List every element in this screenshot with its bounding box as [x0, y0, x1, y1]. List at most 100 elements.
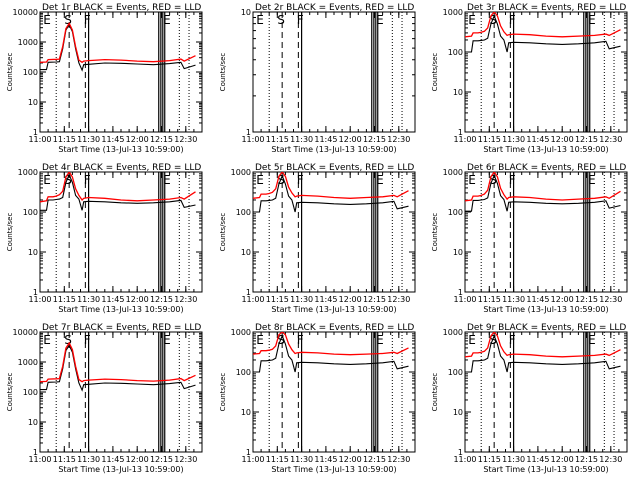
flag-label: F	[509, 173, 516, 187]
y-tick-label: 100	[236, 368, 251, 377]
flag-label: F	[297, 173, 304, 187]
x-tick-label: 11:45	[526, 295, 549, 304]
x-tick-label: 12:30	[599, 135, 622, 144]
y-tick-label: 10	[28, 248, 38, 257]
flag-label: E	[163, 333, 171, 347]
flag-label: F	[84, 173, 91, 187]
flag-label: E	[256, 333, 264, 347]
x-axis-label: Start Time (13-Jul-13 10:59:00)	[58, 145, 183, 154]
x-tick-label: 11:30	[77, 135, 100, 144]
y-tick-label: 1	[246, 128, 251, 137]
y-tick-label: 1	[458, 128, 463, 137]
detector-panel-1: Det 1r BLACK = Events, RED = LLD 1 10 100 10…	[6, 3, 203, 154]
x-tick-label: 11:00	[453, 455, 476, 464]
x-tick-label: 12:00	[126, 295, 149, 304]
x-tick-label: 11:00	[453, 295, 476, 304]
detector-panel-9: Det 9r BLACK = Events, RED = LLD 1 10 100 10…	[431, 323, 628, 474]
x-tick-label: 12:15	[575, 455, 598, 464]
y-axis-ticks: 1 10 100 1000	[443, 168, 627, 297]
series-line-lld	[40, 341, 196, 383]
x-axis-ticks: 11:00 11:15 11:30 11:45 12:00 12:15 12:30	[241, 172, 410, 304]
y-axis-label: Counts/sec	[6, 373, 14, 412]
y-tick-label: 10	[453, 88, 463, 97]
x-tick-label: 11:45	[314, 455, 337, 464]
y-tick-label: 100	[448, 368, 463, 377]
y-tick-label: 1	[33, 128, 38, 137]
flag-label: E	[588, 173, 596, 187]
y-axis-label: Counts/sec	[431, 373, 439, 412]
panel-title: Det 6r BLACK = Events, RED = LLD	[467, 163, 626, 173]
x-axis-ticks: 11:00 11:15 11:30 11:45 12:00 12:15 12:30	[28, 12, 197, 144]
y-axis-label: Counts/sec	[6, 53, 14, 92]
y-tick-label: 1000	[443, 168, 463, 177]
flag-label: E	[256, 13, 264, 27]
panel-title: Det 8r BLACK = Events, RED = LLD	[255, 323, 414, 333]
y-tick-label: 1000	[231, 168, 251, 177]
series-line-lld	[465, 332, 621, 358]
y-axis-ticks: 1 10 100 1000	[231, 328, 415, 457]
y-tick-label: 100	[448, 48, 463, 57]
y-axis-ticks: 1 10	[241, 8, 415, 137]
x-tick-label: 11:00	[28, 135, 51, 144]
detector-panel-3: Det 3r BLACK = Events, RED = LLD 1 10 100 10…	[431, 3, 628, 154]
series-line-events	[40, 344, 196, 392]
x-tick-label: 12:30	[599, 455, 622, 464]
panel-title: Det 3r BLACK = Events, RED = LLD	[467, 3, 626, 13]
y-tick-label: 1000	[18, 358, 38, 367]
panel-title: Det 2r BLACK = Events, RED = LLD	[255, 3, 414, 13]
flag-label: E	[376, 13, 384, 27]
y-tick-label: 100	[23, 68, 38, 77]
y-tick-label: 10	[453, 408, 463, 417]
series-line-lld	[253, 172, 409, 199]
x-tick-label: 11:15	[53, 455, 76, 464]
series-line-lld	[465, 172, 621, 202]
x-axis-ticks: 11:00 11:15 11:30 11:45 12:00 12:15 12:30	[241, 332, 410, 464]
x-tick-label: 12:00	[339, 455, 362, 464]
x-tick-label: 11:15	[266, 135, 289, 144]
x-tick-label: 11:30	[502, 295, 525, 304]
y-tick-label: 1	[33, 288, 38, 297]
y-axis-ticks: 1 10 100 1000	[231, 168, 415, 297]
x-axis-ticks: 11:00 11:15 11:30 11:45 12:00 12:15 12:30	[453, 172, 622, 304]
flag-label: F	[297, 333, 304, 347]
series-line-events	[40, 23, 196, 72]
y-axis-ticks: 1 10 100 1000	[18, 168, 202, 297]
x-tick-label: 11:15	[266, 295, 289, 304]
series-line-events	[465, 14, 621, 53]
x-tick-label: 11:30	[77, 295, 100, 304]
flag-label: F	[84, 13, 91, 27]
x-tick-label: 12:00	[126, 455, 149, 464]
y-axis-label: Counts/sec	[431, 213, 439, 252]
y-tick-label: 10000	[13, 8, 38, 17]
series-line-events	[40, 173, 196, 211]
y-axis-label: Counts/sec	[6, 213, 14, 252]
panel-title: Det 4r BLACK = Events, RED = LLD	[42, 163, 201, 173]
y-axis-label: Counts/sec	[219, 213, 227, 252]
y-axis-ticks: 1 10 100 1000	[443, 8, 627, 137]
y-tick-label: 1000	[18, 38, 38, 47]
x-tick-label: 12:15	[363, 295, 386, 304]
x-tick-label: 12:15	[575, 135, 598, 144]
x-axis-label: Start Time (13-Jul-13 10:59:00)	[483, 305, 608, 314]
x-axis-ticks: 11:00 11:15 11:30 11:45 12:00 12:15 12:30	[241, 12, 410, 144]
x-tick-label: 11:45	[526, 135, 549, 144]
x-tick-label: 12:30	[387, 455, 410, 464]
x-tick-label: 11:00	[28, 455, 51, 464]
x-tick-label: 11:45	[314, 295, 337, 304]
x-axis-ticks: 11:00 11:15 11:30 11:45 12:00 12:15 12:30	[453, 12, 622, 144]
x-axis-label: Start Time (13-Jul-13 10:59:00)	[58, 305, 183, 314]
detector-panel-2: Det 2r BLACK = Events, RED = LLD11011:00…	[219, 3, 416, 154]
flag-label: E	[468, 13, 476, 27]
y-tick-label: 1	[458, 288, 463, 297]
y-tick-label: 10000	[13, 328, 38, 337]
plot-frame	[252, 11, 416, 133]
flag-label: F	[509, 333, 516, 347]
x-tick-label: 12:00	[551, 135, 574, 144]
flag-label: E	[163, 173, 171, 187]
flag-label: S	[277, 13, 285, 27]
flag-label: E	[468, 173, 476, 187]
x-tick-label: 12:30	[599, 295, 622, 304]
y-axis-label: Counts/sec	[219, 53, 227, 92]
